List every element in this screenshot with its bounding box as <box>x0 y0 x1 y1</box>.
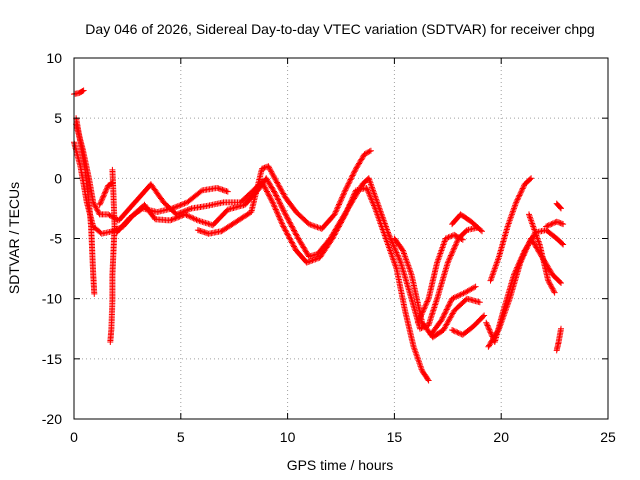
x-tick-label: 25 <box>600 429 616 445</box>
series-trace-q <box>526 211 558 296</box>
series-trace-p <box>487 175 535 284</box>
x-tick-labels: 0 5 10 15 20 25 <box>70 429 616 445</box>
y-tick-label: -20 <box>42 411 62 427</box>
y-axis-label: SDTVAR / TECUs <box>6 182 22 294</box>
chart-title: Day 046 of 2026, Sidereal Day-to-day VTE… <box>85 21 594 37</box>
x-tick-label: 5 <box>177 429 185 445</box>
grid-lines <box>74 58 608 419</box>
x-axis-label: GPS time / hours <box>287 457 394 473</box>
y-tick-label: -15 <box>42 351 62 367</box>
y-tick-labels: -20 -15 -10 -5 0 5 10 <box>42 50 62 427</box>
data-markers <box>71 87 567 384</box>
y-tick-label: 10 <box>46 50 62 66</box>
series-trace-h <box>194 147 374 237</box>
series-trace-j <box>414 231 466 326</box>
series-trace-m <box>449 312 488 338</box>
series-trace-k <box>449 211 485 235</box>
y-tick-label: -10 <box>42 291 62 307</box>
series-trace-b <box>73 121 432 384</box>
x-tick-label: 15 <box>387 429 403 445</box>
x-tick-label: 20 <box>493 429 509 445</box>
x-tick-label: 10 <box>280 429 296 445</box>
y-tick-label: -5 <box>50 231 63 247</box>
y-tick-label: 5 <box>54 110 62 126</box>
y-tick-label: 0 <box>54 170 62 186</box>
series-trace-c <box>71 87 87 98</box>
series-trace-g <box>113 185 231 236</box>
series-trace-l <box>427 283 479 338</box>
series-trace-f <box>107 166 118 345</box>
series-trace-t <box>553 325 564 354</box>
axis-ticks <box>73 57 609 420</box>
series-trace-r <box>543 218 567 230</box>
x-tick-label: 0 <box>70 429 78 445</box>
series-trace-s <box>553 200 564 212</box>
series-trace-i <box>391 235 483 341</box>
